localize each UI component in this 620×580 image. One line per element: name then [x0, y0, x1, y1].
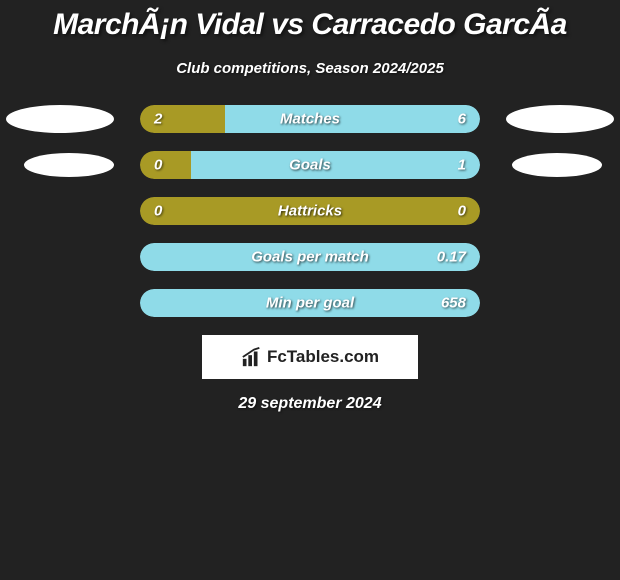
date-label: 29 september 2024 [0, 395, 620, 413]
stat-value-left: 2 [154, 111, 162, 128]
stats-area: 2 Matches 6 0 Goals 1 0 Hattricks [0, 105, 620, 319]
bar-segment-left [140, 151, 191, 179]
logo-content: FcTables.com [241, 346, 379, 368]
stat-value-right: 1 [458, 157, 466, 174]
subtitle: Club competitions, Season 2024/2025 [0, 60, 620, 77]
stat-value-left: 0 [154, 203, 162, 220]
player-left-marker [6, 105, 114, 133]
stat-bar-goals-per-match: Goals per match 0.17 [140, 243, 480, 271]
comparison-infographic: MarchÃ¡n Vidal vs Carracedo GarcÃ­a Club… [0, 0, 620, 580]
stat-label: Goals [289, 157, 331, 174]
stat-label: Matches [280, 111, 340, 128]
stat-value-right: 658 [441, 295, 466, 312]
stat-row-goals: 0 Goals 1 [0, 151, 620, 181]
stat-row-min-per-goal: Min per goal 658 [0, 289, 620, 319]
logo-text: FcTables.com [267, 347, 379, 367]
stat-label: Goals per match [251, 249, 369, 266]
stat-value-right: 0.17 [437, 249, 466, 266]
stat-bar-goals: 0 Goals 1 [140, 151, 480, 179]
stat-bar-hattricks: 0 Hattricks 0 [140, 197, 480, 225]
stat-bar-matches: 2 Matches 6 [140, 105, 480, 133]
stat-value-left: 0 [154, 157, 162, 174]
page-title: MarchÃ¡n Vidal vs Carracedo GarcÃ­a [0, 0, 620, 42]
player-right-marker [506, 105, 614, 133]
stat-row-matches: 2 Matches 6 [0, 105, 620, 135]
stat-value-right: 6 [458, 111, 466, 128]
player-right-marker [512, 153, 602, 177]
bar-segment-left [140, 105, 225, 133]
bar-segment-right [191, 151, 480, 179]
chart-icon [241, 346, 263, 368]
stat-row-hattricks: 0 Hattricks 0 [0, 197, 620, 227]
stat-label: Min per goal [266, 295, 354, 312]
stat-row-goals-per-match: Goals per match 0.17 [0, 243, 620, 273]
stat-value-right: 0 [458, 203, 466, 220]
stat-bar-min-per-goal: Min per goal 658 [140, 289, 480, 317]
player-left-marker [24, 153, 114, 177]
stat-label: Hattricks [278, 203, 342, 220]
bar-segment-right [225, 105, 480, 133]
logo-box: FcTables.com [202, 335, 418, 379]
